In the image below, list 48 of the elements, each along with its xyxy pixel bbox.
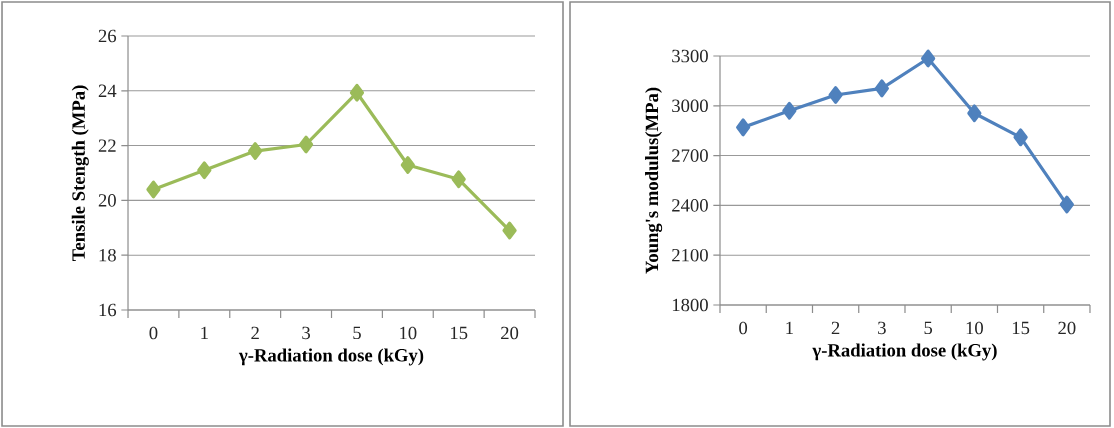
point	[349, 83, 365, 102]
x-axis-title: γ-Radiation dose (kGy)	[812, 343, 997, 361]
point	[736, 118, 751, 137]
x-tick-label: 5	[924, 321, 933, 335]
point	[400, 156, 415, 174]
point	[146, 180, 161, 199]
y-tick-label: 20	[98, 194, 116, 207]
x-tick-label: 15	[1012, 321, 1030, 335]
x-tick-label: 0	[739, 321, 748, 335]
x-tick-label: 10	[400, 326, 417, 340]
y-tick-label: 3300	[672, 49, 708, 63]
y-axis-title: Young's modulus(MPa)	[645, 87, 663, 274]
y-tick-label: 18	[99, 248, 116, 262]
x-tick-label: 2	[831, 321, 840, 335]
y-tick-label: 2700	[672, 149, 708, 162]
x-tick-label: 1	[786, 321, 793, 335]
point	[782, 101, 797, 120]
point	[502, 221, 517, 240]
point	[197, 161, 212, 180]
x-tick-label: 10	[966, 321, 983, 335]
y-tick-label: 3000	[672, 99, 708, 113]
x-tick-label: 0	[149, 326, 158, 340]
point	[921, 49, 936, 68]
point	[1013, 128, 1028, 147]
y-tick-label: 22	[98, 139, 116, 152]
x-tick-label: 1	[201, 326, 208, 340]
y-tick-label: 16	[99, 303, 117, 317]
point	[248, 142, 263, 160]
x-tick-label: 2	[251, 326, 259, 340]
y-tick-label: 26	[98, 29, 117, 43]
point	[967, 104, 982, 123]
y-tick-label: 24	[98, 84, 117, 97]
point	[828, 86, 843, 104]
x-tick-label: 5	[353, 326, 361, 340]
y-tick-label: 2400	[672, 199, 708, 212]
x-tick-label: 3	[878, 321, 886, 335]
point	[1059, 195, 1074, 214]
point	[298, 135, 314, 154]
x-tick-label: 3	[302, 326, 311, 340]
y-tick-label: 2100	[672, 248, 708, 262]
y-axis-title: Tensile Stength (MPa)	[71, 85, 89, 262]
x-tick-label: 15	[450, 326, 468, 340]
x-axis-title: γ-Radiation dose (kGy)	[238, 348, 424, 366]
x-tick-label: 20	[501, 326, 519, 340]
x-tick-label: 20	[1058, 321, 1076, 335]
point	[451, 170, 466, 189]
point	[874, 79, 889, 98]
y-tick-label: 1800	[672, 298, 708, 312]
